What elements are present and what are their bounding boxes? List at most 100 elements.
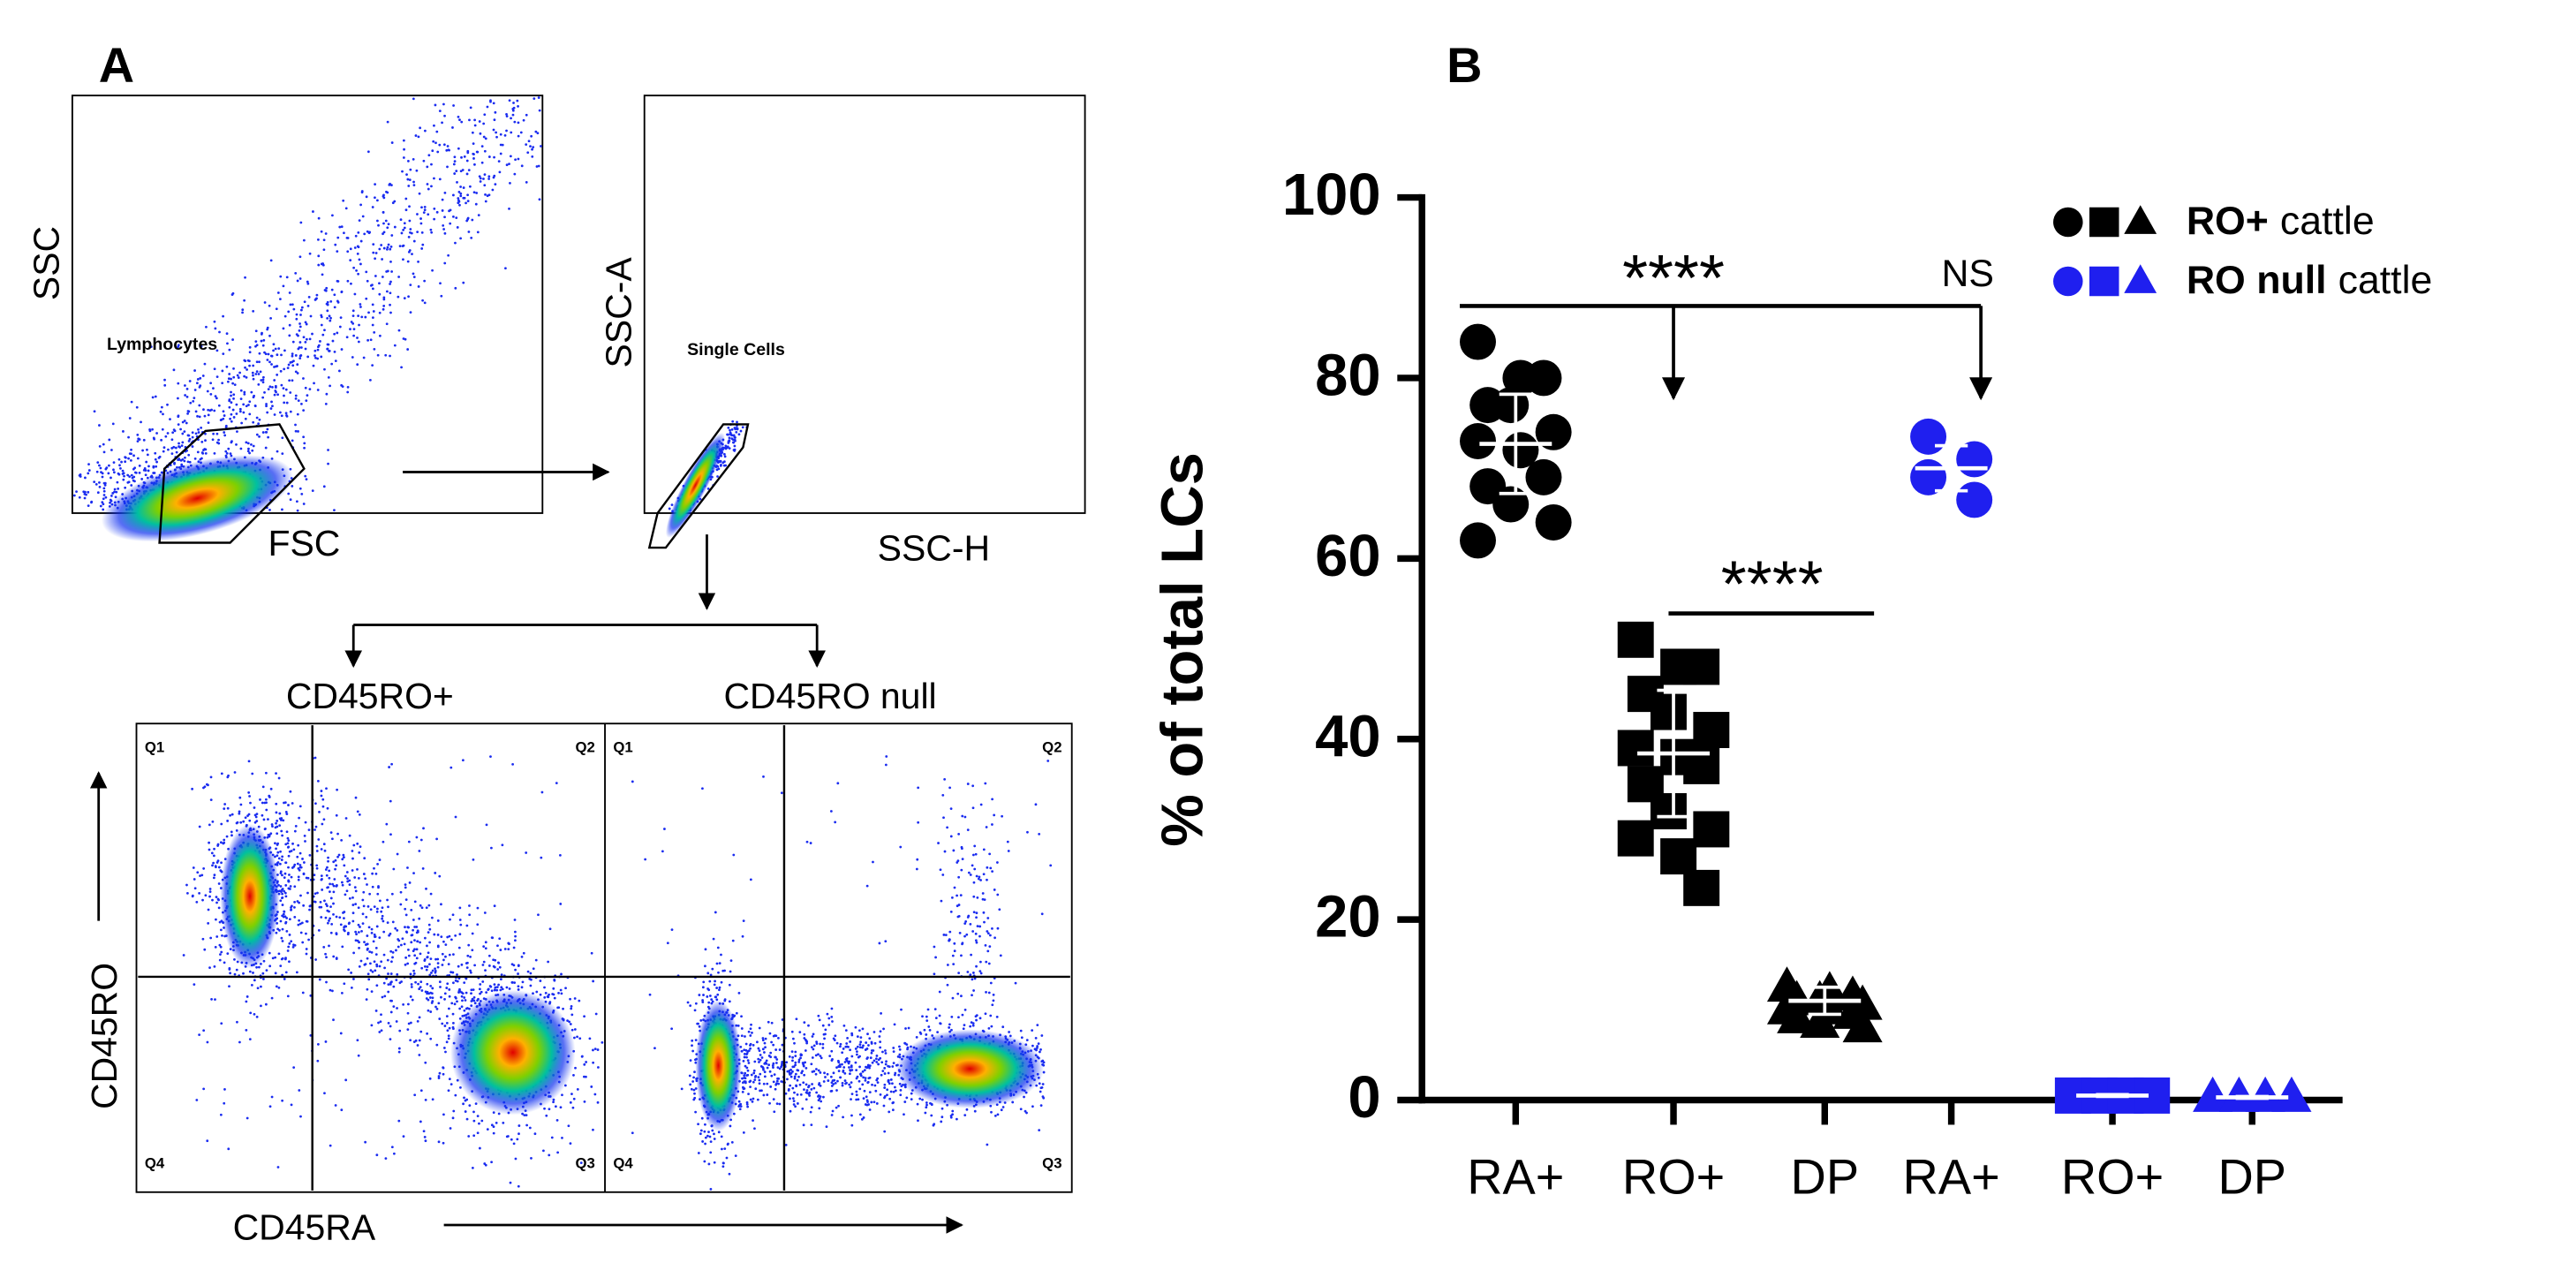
event-dot [209,775,213,779]
event-dot [485,823,488,827]
event-dot [833,1078,836,1082]
event-dot [423,964,427,968]
event-dot [472,153,475,155]
event-dot [276,353,279,357]
event-dot [255,360,259,364]
event-dot [223,1101,226,1105]
event-dot [83,492,87,495]
event-dot [468,1104,472,1108]
event-dot [810,1123,813,1127]
event-dot [773,1110,776,1114]
event-dot [394,926,397,930]
event-dot [873,1059,876,1063]
event-dot [570,1007,573,1010]
event-dot [728,447,731,450]
event-dot [349,247,352,251]
event-dot [511,108,515,110]
event-dot [230,412,233,416]
event-dot [298,922,302,926]
event-dot [380,910,383,913]
event-dot [283,891,287,895]
event-dot [348,834,351,837]
event-dot [208,409,212,412]
event-dot [731,438,735,442]
event-dot [437,1002,441,1005]
event-dot [416,929,419,933]
event-dot [196,450,200,454]
event-dot [490,989,494,993]
event-dot [514,930,517,934]
event-dot [568,1020,571,1024]
event-dot [283,910,286,913]
event-dot [332,860,336,864]
event-dot [276,863,279,866]
event-dot [215,935,219,938]
event-dot [438,110,442,113]
event-dot [447,963,450,965]
event-dot [424,1098,427,1101]
event-dot [336,855,339,858]
event-dot [356,842,359,845]
event-dot [323,329,326,332]
event-dot [413,954,417,957]
event-dot [376,353,380,357]
event-dot [192,866,195,869]
event-dot [286,846,290,849]
event-dot [366,987,369,991]
event-dot [340,839,344,842]
event-dot [798,1031,802,1034]
event-dot [250,390,253,394]
event-dot [243,299,246,302]
event-dot [939,1022,942,1025]
event-dot [463,996,466,999]
event-dot [177,423,180,427]
event-dot [283,876,286,880]
event-dot [831,1109,835,1113]
event-dot [880,1061,884,1064]
event-dot [431,987,434,990]
event-dot [1039,1050,1041,1054]
event-dot [307,828,311,832]
event-dot [361,922,365,926]
event-dot [418,987,421,991]
event-dot [868,1076,872,1079]
event-dot [874,1089,878,1093]
event-dot [205,783,208,786]
event-dot [499,152,502,155]
event-dot [409,995,412,998]
event-dot [264,771,268,775]
event-dot [296,363,299,367]
event-dot [465,962,468,965]
event-dot [420,989,424,992]
event-dot [354,903,358,906]
event-dot [141,449,144,452]
event-dot [480,161,484,164]
event-dot [291,802,294,805]
event-dot [154,395,157,398]
event-dot [211,898,214,902]
event-dot [157,457,161,459]
event-dot [232,375,236,379]
event-dot [294,825,298,828]
event-dot [285,917,289,919]
event-dot [412,97,415,101]
event-dot [366,942,369,946]
event-dot [298,864,302,866]
event-dot [127,435,130,439]
event-dot [391,201,395,205]
event-dot [441,121,443,125]
event-dot [193,369,196,372]
event-dot [289,391,292,394]
event-dot [323,1092,326,1095]
event-dot [449,208,452,212]
event-dot [505,112,508,116]
event-dot [222,314,225,318]
event-dot [835,1041,839,1045]
event-dot [274,842,276,845]
event-dot [875,1102,879,1105]
event-dot [513,981,517,985]
event-dot [458,118,461,122]
event-dot [319,340,321,343]
event-dot [434,103,437,107]
event-dot [111,492,115,495]
